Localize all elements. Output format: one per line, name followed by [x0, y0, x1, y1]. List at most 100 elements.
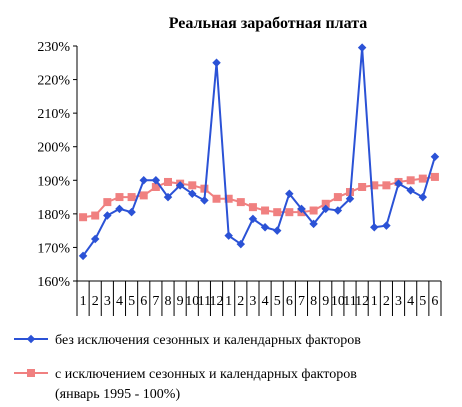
x-tick-label: 11	[198, 294, 211, 309]
x-tick-label: 12	[210, 294, 224, 309]
x-tick-label: 2	[237, 294, 244, 309]
x-tick-label: 8	[310, 294, 317, 309]
x-tick-label: 5	[274, 294, 281, 309]
data-point	[382, 181, 391, 190]
y-tick-label: 210%	[37, 107, 70, 122]
data-point	[273, 208, 282, 217]
x-tick-label: 5	[419, 294, 426, 309]
x-tick-label: 9	[322, 294, 329, 309]
x-tick-label: 10	[331, 294, 345, 309]
y-tick-label: 180%	[37, 208, 70, 223]
y-tick-label: 190%	[37, 174, 70, 189]
data-point	[188, 189, 197, 198]
data-point	[236, 239, 246, 249]
data-point	[212, 58, 221, 68]
legend-marker-2	[27, 369, 35, 377]
y-axis: 160% 170% 180% 190% 200% 210% 220% 230%	[37, 40, 78, 290]
data-point	[358, 183, 367, 191]
x-tick-label: 12	[355, 294, 369, 309]
data-point	[164, 177, 172, 186]
data-point	[261, 206, 270, 215]
data-point	[406, 176, 415, 185]
x-tick-label: 1	[371, 294, 378, 309]
x-tick-label: 6	[286, 294, 293, 309]
data-point	[321, 199, 330, 208]
y-tick-label: 230%	[37, 40, 70, 55]
x-tick-label: 2	[92, 294, 99, 309]
data-point	[200, 184, 209, 193]
data-point	[272, 226, 282, 235]
y-tick-label: 160%	[37, 275, 70, 290]
x-tick-label: 6	[140, 294, 147, 309]
data-point	[103, 211, 112, 220]
series-line-2	[82, 175, 436, 219]
x-tick-label: 8	[165, 294, 172, 309]
data-point	[357, 43, 367, 52]
legend-item-1: без исключения сезонных и календарных фа…	[14, 333, 361, 348]
data-point	[418, 174, 427, 183]
data-point	[248, 214, 258, 224]
data-point	[79, 213, 88, 222]
x-tick-label: 4	[407, 294, 414, 309]
data-point	[285, 189, 294, 198]
data-point	[127, 193, 136, 202]
x-tick-label: 1	[80, 294, 87, 309]
x-tick-label: 4	[262, 294, 269, 309]
legend-item-2: с исключением сезонных и календарных фак…	[14, 367, 357, 402]
data-point	[90, 234, 100, 244]
x-tick-label: 3	[104, 294, 111, 309]
data-point	[163, 192, 173, 202]
legend-label-2: с исключением сезонных и календарных фак…	[55, 367, 357, 382]
data-point	[430, 172, 439, 181]
data-point	[370, 181, 379, 190]
data-point	[224, 194, 233, 203]
x-tick-label: 9	[177, 294, 184, 309]
data-point	[115, 204, 124, 214]
series-group	[78, 43, 440, 261]
data-point	[139, 191, 148, 200]
data-point	[248, 203, 257, 212]
y-tick-label: 170%	[37, 241, 70, 256]
data-point	[103, 198, 112, 207]
x-tick-label: 5	[128, 294, 135, 309]
data-point	[382, 221, 391, 230]
legend-label-2-subtitle: (январь 1995 - 100%)	[55, 387, 180, 402]
x-tick-label: 7	[152, 294, 159, 309]
data-point	[151, 183, 160, 191]
data-point	[139, 176, 148, 185]
data-point	[175, 181, 185, 190]
x-tick-label: 4	[116, 294, 123, 309]
data-point	[151, 176, 161, 185]
data-point	[430, 152, 440, 162]
data-point	[285, 208, 294, 217]
x-tick-label: 10	[185, 294, 199, 309]
legend-marker-1	[26, 334, 36, 344]
chart-title: Реальная заработная плата	[169, 15, 368, 32]
x-tick-label: 6	[431, 294, 438, 309]
data-point	[260, 223, 270, 232]
x-tick-label: 3	[395, 294, 402, 309]
data-point	[297, 204, 306, 214]
x-tick-label: 2	[383, 294, 390, 309]
legend: без исключения сезонных и календарных фа…	[14, 333, 361, 402]
data-point	[333, 193, 342, 202]
legend-label-1: без исключения сезонных и календарных фа…	[55, 333, 361, 348]
series-1	[78, 43, 440, 261]
data-point	[309, 206, 318, 215]
series-line-1	[82, 47, 436, 257]
data-point	[309, 219, 318, 229]
y-tick-label: 200%	[37, 141, 70, 156]
data-point	[406, 186, 415, 195]
x-tick-label: 11	[343, 294, 356, 309]
data-point	[200, 196, 209, 205]
x-tick-label: 1	[225, 294, 232, 309]
data-point	[345, 194, 355, 203]
data-point	[91, 211, 100, 220]
data-point	[212, 194, 221, 203]
data-point	[236, 198, 245, 207]
data-point	[127, 207, 136, 217]
data-point	[188, 181, 197, 190]
data-point	[394, 179, 403, 188]
